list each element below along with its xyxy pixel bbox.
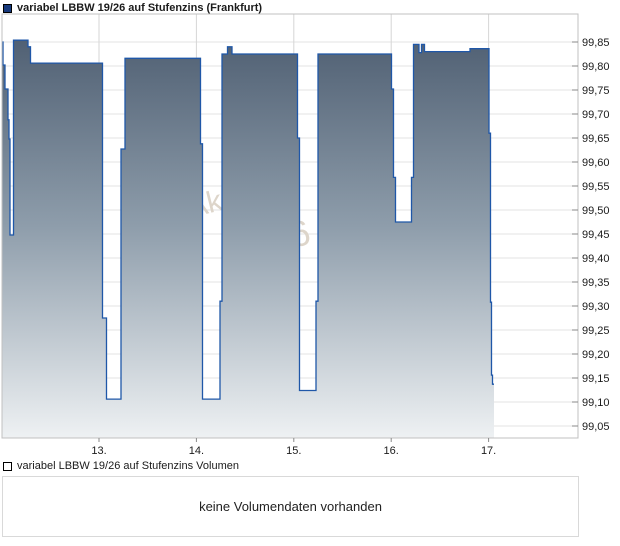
- y-axis-tick-label: 99,10: [582, 397, 610, 409]
- price-series-legend-swatch: [3, 4, 12, 13]
- y-axis-tick-label: 99,40: [582, 253, 610, 265]
- y-axis-tick-label: 99,65: [582, 133, 610, 145]
- volume-legend-row: variabel LBBW 19/26 auf Stufenzins Volum…: [3, 461, 239, 472]
- volume-panel: keine Volumendaten vorhanden: [2, 476, 579, 537]
- y-axis-tick-label: 99,70: [582, 109, 610, 121]
- price-chart-plot[interactable]: Ak699,8599,8099,7599,7099,6599,6099,5599…: [0, 0, 620, 460]
- y-axis-tick-label: 99,15: [582, 373, 610, 385]
- volume-series-legend-swatch: [3, 462, 12, 471]
- y-axis-tick-label: 99,35: [582, 277, 610, 289]
- x-axis-tick-label: 16.: [384, 445, 399, 457]
- x-axis: 13. 14. 15. 16. 17.: [91, 438, 496, 457]
- price-area-path: [2, 40, 494, 438]
- plot-border: [1, 13, 579, 439]
- y-axis-tick-label: 99,85: [582, 37, 610, 49]
- x-axis-tick-label: 14.: [189, 445, 204, 457]
- y-axis-tick-label: 99,20: [582, 349, 610, 361]
- volume-legend-label: variabel LBBW 19/26 auf Stufenzins Volum…: [17, 460, 239, 472]
- x-axis-tick-label: 15.: [286, 445, 301, 457]
- chart-title: variabel LBBW 19/26 auf Stufenzins (Fran…: [17, 2, 263, 14]
- y-axis-tick-label: 99,80: [582, 61, 610, 73]
- y-axis-tick-label: 99,60: [582, 157, 610, 169]
- y-axis-tick-label: 99,30: [582, 301, 610, 313]
- y-axis-tick-label: 99,45: [582, 229, 610, 241]
- y-axis: 99,85 99,80 99,75 99,70 99,65 99,60 99,55 99,50…: [572, 37, 610, 433]
- y-axis-tick-label: 99,55: [582, 181, 610, 193]
- price-line-path: [2, 39, 494, 400]
- y-axis-tick-label: 99,05: [582, 421, 610, 433]
- x-axis-tick-label: 13.: [91, 445, 106, 457]
- chart-title-row: variabel LBBW 19/26 auf Stufenzins (Fran…: [3, 3, 262, 14]
- y-axis-tick-label: 99,50: [582, 205, 610, 217]
- y-axis-tick-label: 99,25: [582, 325, 610, 337]
- volume-empty-message: keine Volumendaten vorhanden: [199, 499, 382, 514]
- y-axis-tick-label: 99,75: [582, 85, 610, 97]
- x-axis-tick-label: 17.: [481, 445, 496, 457]
